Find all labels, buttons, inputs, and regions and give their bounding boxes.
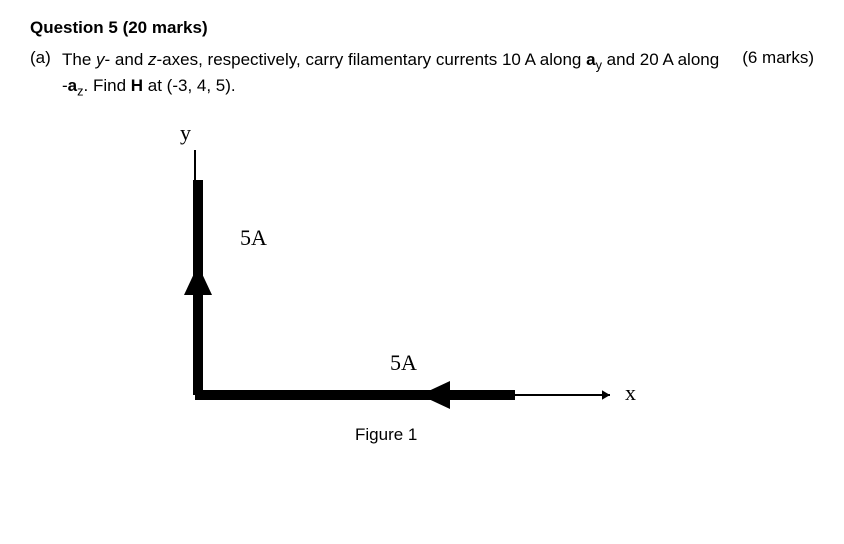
t4: -axes, respectively, carry filamentary c… [157, 50, 587, 69]
svg-text:5A: 5A [240, 225, 267, 250]
t11: H [131, 76, 143, 95]
part-a-label: (a) [30, 48, 62, 68]
t0: The [62, 50, 96, 69]
part-a-marks: (6 marks) [724, 48, 814, 68]
t10: . Find [84, 76, 131, 95]
t5: a [586, 50, 595, 69]
t3: z [148, 50, 157, 69]
t2: - and [105, 50, 148, 69]
svg-text:x: x [625, 380, 636, 405]
t12: at (-3, 4, 5). [143, 76, 236, 95]
part-a-row: (a) The y- and z-axes, respectively, car… [30, 48, 814, 100]
svg-text:Figure 1: Figure 1 [355, 425, 417, 444]
t1: y [96, 50, 105, 69]
figure-1: y x 5A 5A Figure 1 [135, 120, 814, 475]
question-header: Question 5 (20 marks) [30, 18, 814, 38]
svg-text:5A: 5A [390, 350, 417, 375]
part-a-text: The y- and z-axes, respectively, carry f… [62, 48, 724, 100]
t8: a [68, 76, 77, 95]
svg-text:y: y [180, 120, 191, 145]
figure-svg: y x 5A 5A Figure 1 [135, 120, 695, 470]
